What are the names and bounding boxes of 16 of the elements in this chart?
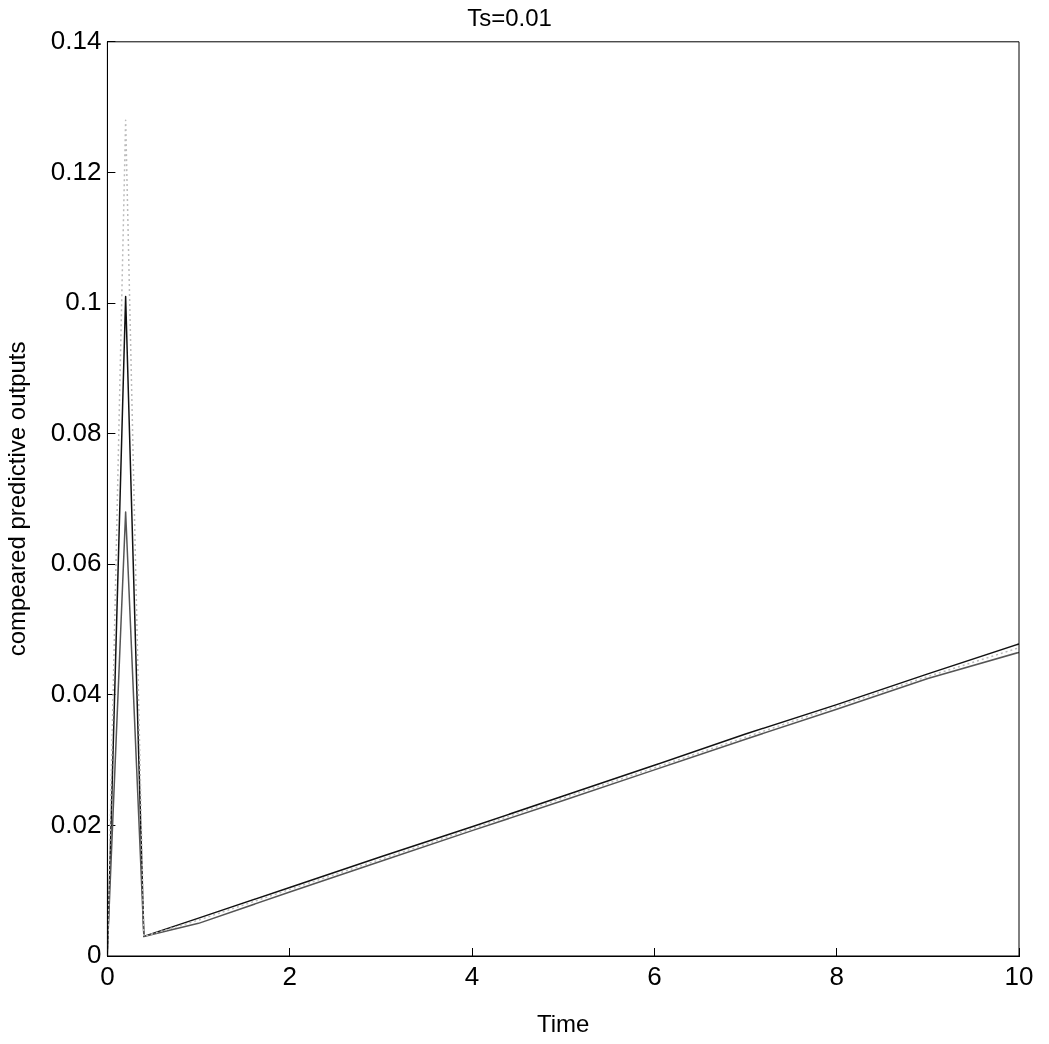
y-tick-label: 0.08: [50, 416, 102, 447]
y-tick-label: 0: [86, 939, 102, 970]
y-tick-label: 0.04: [50, 677, 102, 708]
y-tick-label: 0.1: [65, 286, 102, 317]
x-axis-title: Time: [536, 1010, 590, 1038]
chart-title: Ts=0.01: [467, 4, 552, 32]
x-tick-label: 6: [647, 960, 662, 991]
x-tick-label: 2: [282, 960, 297, 991]
y-tick-label: 0.12: [50, 155, 102, 186]
x-tick-label: 10: [1004, 960, 1034, 991]
y-axis-title: compeared predictive outputs: [3, 341, 31, 657]
y-tick-label: 0.14: [50, 24, 102, 55]
y-tick-label: 0.02: [50, 808, 102, 839]
y-tick-label: 0.06: [50, 547, 102, 578]
x-tick-label: 4: [464, 960, 480, 991]
x-tick-label: 8: [829, 960, 844, 991]
